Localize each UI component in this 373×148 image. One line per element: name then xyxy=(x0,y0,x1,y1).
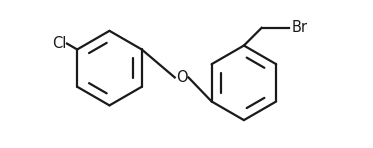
Text: Br: Br xyxy=(292,20,308,35)
Text: Cl: Cl xyxy=(51,36,66,51)
Text: O: O xyxy=(176,70,187,85)
